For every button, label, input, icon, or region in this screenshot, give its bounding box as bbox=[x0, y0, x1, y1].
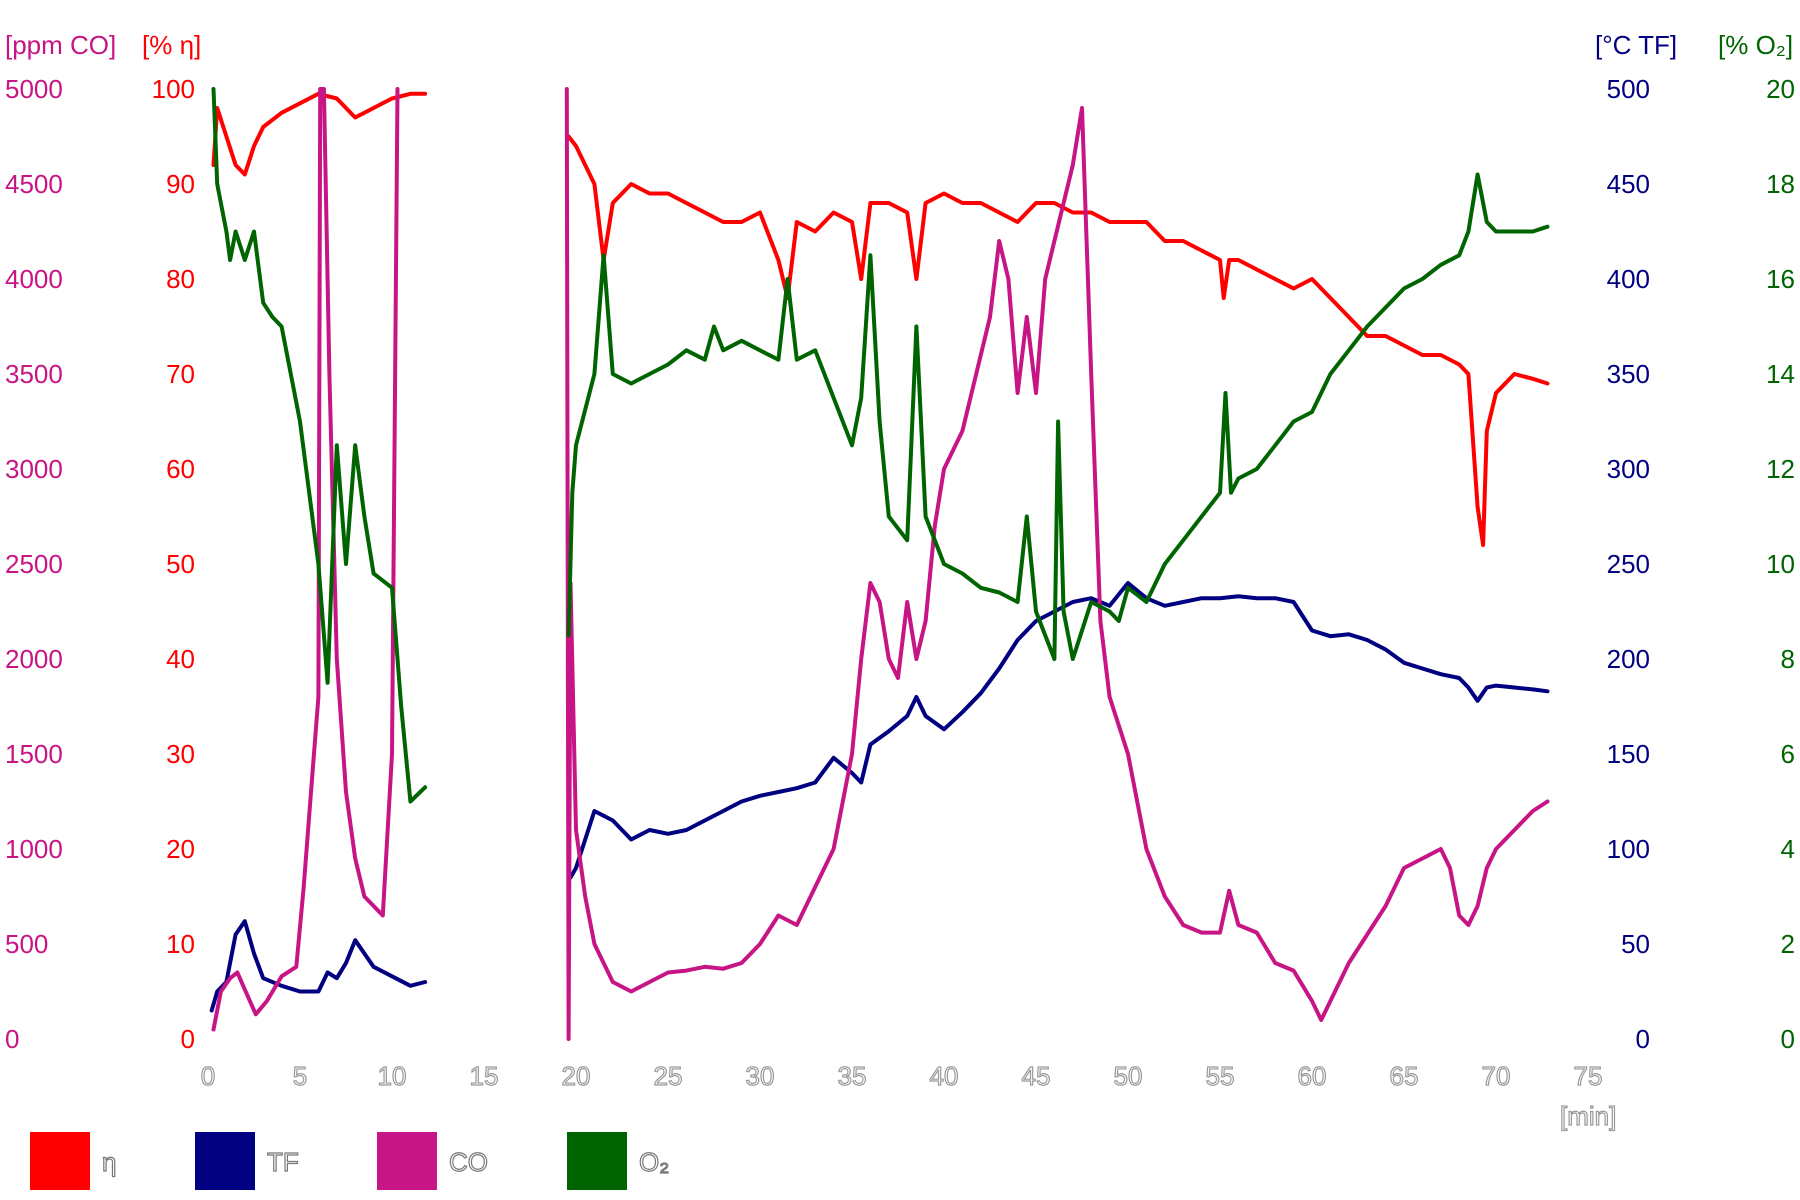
tf-tick-label: 250 bbox=[1607, 549, 1650, 579]
series-line-eta bbox=[211, 91, 428, 177]
co-tick-label: 1500 bbox=[5, 739, 63, 769]
legend-swatch-o2 bbox=[567, 1132, 627, 1190]
o2-axis-label: [% O₂] bbox=[1718, 30, 1793, 60]
x-tick-label: 65 bbox=[1390, 1061, 1419, 1091]
series-line-o2 bbox=[566, 172, 1550, 661]
x-tick-label: 55 bbox=[1206, 1061, 1235, 1091]
eta-tick-label: 30 bbox=[166, 739, 195, 769]
legend-label-co: CO bbox=[449, 1147, 488, 1177]
tf-tick-label: 100 bbox=[1607, 834, 1650, 864]
tf-tick-label: 500 bbox=[1607, 74, 1650, 104]
eta-axis-label: [% η] bbox=[142, 30, 201, 60]
series-line-o2 bbox=[211, 87, 428, 804]
o2-tick-label: 18 bbox=[1766, 169, 1795, 199]
x-tick-label: 45 bbox=[1022, 1061, 1051, 1091]
o2-tick-label: 2 bbox=[1781, 929, 1795, 959]
co-tick-label: 5000 bbox=[5, 74, 63, 104]
o2-tick-label: 10 bbox=[1766, 549, 1795, 579]
co-tick-label: 2500 bbox=[5, 549, 63, 579]
x-tick-label: 50 bbox=[1114, 1061, 1143, 1091]
legend-swatch-co bbox=[377, 1132, 437, 1190]
eta-tick-label: 0 bbox=[181, 1024, 195, 1054]
o2-tick-label: 4 bbox=[1781, 834, 1795, 864]
o2-axis-ticks: 0 2 4 6 8 10 12 14 16 18 20 bbox=[1766, 74, 1795, 1054]
series-line-co bbox=[564, 87, 1550, 1041]
eta-tick-label: 80 bbox=[166, 264, 195, 294]
tf-tick-label: 50 bbox=[1621, 929, 1650, 959]
x-tick-label: 40 bbox=[930, 1061, 959, 1091]
x-tick-label: 75 bbox=[1574, 1061, 1603, 1091]
co-axis-label: [ppm CO] bbox=[5, 30, 116, 60]
x-axis-label: [min] bbox=[1560, 1101, 1616, 1131]
legend-swatch-tf bbox=[195, 1132, 255, 1190]
x-tick-label: 20 bbox=[562, 1061, 591, 1091]
o2-tick-label: 6 bbox=[1781, 739, 1795, 769]
x-axis-ticks: 0 5 10 15 20 25 30 35 40 45 50 55 60 65 70 75 bbox=[200, 1060, 1603, 1091]
legend: η TF CO O₂ bbox=[30, 1132, 670, 1190]
series-line-co bbox=[211, 87, 400, 1032]
o2-tick-label: 12 bbox=[1766, 454, 1795, 484]
series-line-tf bbox=[209, 919, 428, 1013]
tf-tick-label: 200 bbox=[1607, 644, 1650, 674]
x-tick-label: 5 bbox=[293, 1061, 307, 1091]
o2-tick-label: 8 bbox=[1781, 644, 1795, 674]
legend-swatch-eta bbox=[30, 1132, 90, 1190]
o2-tick-label: 20 bbox=[1766, 74, 1795, 104]
co-tick-label: 0 bbox=[5, 1024, 19, 1054]
x-tick-label: 0 bbox=[201, 1061, 215, 1091]
tf-axis-ticks: 0 50 100 150 200 250 300 350 400 450 500 bbox=[1607, 74, 1650, 1054]
eta-tick-label: 60 bbox=[166, 454, 195, 484]
tf-tick-label: 150 bbox=[1607, 739, 1650, 769]
tf-tick-label: 400 bbox=[1607, 264, 1650, 294]
x-tick-label: 70 bbox=[1482, 1061, 1511, 1091]
tf-tick-label: 300 bbox=[1607, 454, 1650, 484]
eta-tick-label: 40 bbox=[166, 644, 195, 674]
eta-tick-label: 20 bbox=[166, 834, 195, 864]
eta-tick-label: 100 bbox=[152, 74, 195, 104]
co-tick-label: 2000 bbox=[5, 644, 63, 674]
x-tick-label: 10 bbox=[378, 1061, 407, 1091]
co-axis-ticks: 0 500 1000 1500 2000 2500 3000 3500 4000 4500 5000 bbox=[5, 74, 63, 1054]
co-tick-label: 3500 bbox=[5, 359, 63, 389]
co-tick-label: 4000 bbox=[5, 264, 63, 294]
tf-tick-label: 450 bbox=[1607, 169, 1650, 199]
x-tick-label: 35 bbox=[838, 1061, 867, 1091]
legend-label-eta: η bbox=[102, 1147, 116, 1177]
co-tick-label: 3000 bbox=[5, 454, 63, 484]
o2-tick-label: 0 bbox=[1781, 1024, 1795, 1054]
x-tick-label: 30 bbox=[746, 1061, 775, 1091]
eta-tick-label: 50 bbox=[166, 549, 195, 579]
legend-label-tf: TF bbox=[267, 1147, 299, 1177]
eta-axis-ticks: 0 10 20 30 40 50 60 70 80 90 100 bbox=[152, 74, 195, 1054]
eta-tick-label: 90 bbox=[166, 169, 195, 199]
plot-area bbox=[209, 87, 1550, 1041]
x-tick-label: 15 bbox=[470, 1061, 499, 1091]
tf-tick-label: 350 bbox=[1607, 359, 1650, 389]
x-tick-label: 60 bbox=[1298, 1061, 1327, 1091]
legend-label-o2: O₂ bbox=[639, 1147, 669, 1177]
co-tick-label: 4500 bbox=[5, 169, 63, 199]
tf-tick-label: 0 bbox=[1636, 1024, 1650, 1054]
eta-tick-label: 70 bbox=[166, 359, 195, 389]
co-tick-label: 500 bbox=[5, 929, 48, 959]
tf-axis-label: [°C TF] bbox=[1595, 30, 1677, 60]
o2-tick-label: 14 bbox=[1766, 359, 1795, 389]
x-tick-label: 25 bbox=[654, 1061, 683, 1091]
o2-tick-label: 16 bbox=[1766, 264, 1795, 294]
co-tick-label: 1000 bbox=[5, 834, 63, 864]
eta-tick-label: 10 bbox=[166, 929, 195, 959]
series-line-tf bbox=[568, 581, 1550, 880]
